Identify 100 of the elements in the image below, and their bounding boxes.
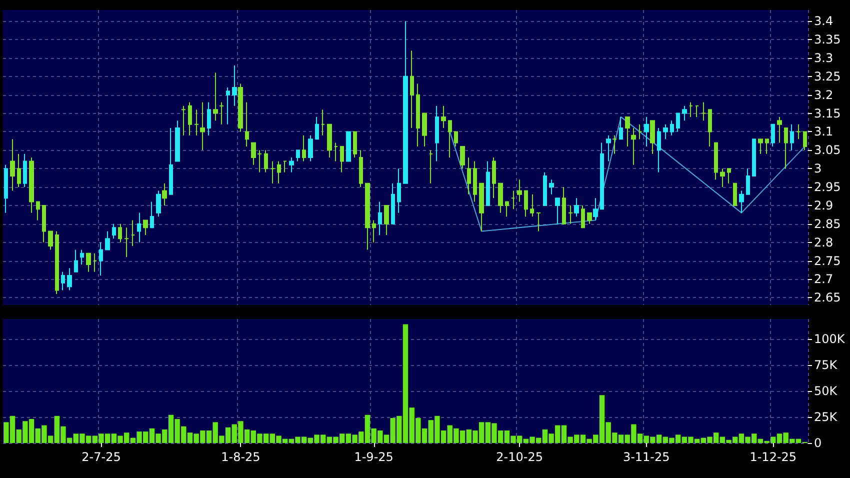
candlestick <box>473 160 477 202</box>
candlestick <box>105 230 110 250</box>
y-tick-label: 2.95 <box>814 180 841 194</box>
candlestick <box>631 128 636 166</box>
candlestick <box>441 105 446 128</box>
candlestick <box>17 153 21 188</box>
candlestick <box>169 128 173 195</box>
candlestick <box>397 168 401 214</box>
y-tick-label: 2.65 <box>814 290 841 305</box>
candlestick <box>777 116 782 144</box>
candlestick <box>93 252 97 272</box>
y-tick-label: 2.85 <box>814 216 841 231</box>
candlestick <box>555 198 560 224</box>
candlestick <box>410 50 414 128</box>
candlestick <box>118 223 122 243</box>
candlestick <box>194 109 199 136</box>
candlestick <box>517 179 522 202</box>
candlestick <box>505 201 509 217</box>
candlestick <box>378 201 382 236</box>
candlestick <box>283 160 287 173</box>
candlestick <box>695 105 699 118</box>
candlestick <box>200 102 205 151</box>
candlestick <box>289 157 294 173</box>
candlestick <box>486 160 490 206</box>
x-tick-label: 1-8-25 <box>221 450 260 464</box>
candlestick <box>315 116 319 140</box>
candlestick <box>36 201 40 221</box>
candlestick <box>784 128 788 170</box>
candlestick <box>391 182 395 224</box>
candlestick <box>803 131 807 151</box>
candlestick <box>321 109 325 136</box>
candlestick <box>650 120 655 154</box>
candlestick <box>213 72 218 122</box>
candlestick <box>308 134 313 162</box>
candlestick <box>137 212 141 243</box>
candlestick <box>238 83 243 132</box>
candlestick <box>365 182 370 250</box>
candlestick <box>727 168 731 184</box>
candlestick <box>162 182 167 206</box>
candlestick <box>435 105 439 162</box>
candlestick <box>574 198 579 217</box>
candlestick <box>207 102 211 136</box>
candlestick <box>587 212 592 224</box>
candlestick <box>232 64 237 106</box>
y-tick-label: 2.9 <box>814 198 834 212</box>
candlestick <box>619 116 623 140</box>
candlestick <box>758 138 763 154</box>
candlestick <box>739 190 744 214</box>
y-tick-label: 2.7 <box>814 272 834 286</box>
candlestick <box>467 157 471 195</box>
candlestick <box>720 168 725 188</box>
candlestick <box>340 146 344 173</box>
candlestick <box>10 138 15 192</box>
y-tick-label: 25K <box>814 410 838 424</box>
candlestick <box>600 142 604 210</box>
candlestick <box>175 120 180 162</box>
candlestick <box>80 249 84 265</box>
candlestick <box>429 150 433 184</box>
candlestick <box>581 204 585 228</box>
candlestick <box>790 124 794 151</box>
y-tick-label: 3.05 <box>814 143 841 158</box>
candlestick <box>181 105 186 136</box>
candlestick <box>29 157 34 214</box>
candlestick <box>416 83 420 147</box>
candlestick <box>644 116 649 147</box>
candlestick <box>353 131 357 158</box>
y-tick-label: 3 <box>814 162 822 176</box>
y-tick-label: 100K <box>814 332 846 346</box>
candlestick <box>42 204 46 243</box>
candlestick <box>593 198 598 221</box>
candlestick <box>150 201 154 228</box>
candlestick <box>701 102 706 122</box>
candlestick <box>670 120 674 136</box>
candlestick <box>112 223 116 240</box>
candlestick <box>448 120 452 158</box>
x-tick-label: 1-9-25 <box>354 450 394 464</box>
y-tick-label: 3.1 <box>814 124 834 139</box>
candlestick <box>219 102 224 125</box>
candlestick <box>543 172 547 206</box>
candlestick <box>86 252 91 272</box>
candlestick <box>733 182 737 206</box>
candlestick <box>23 153 27 188</box>
candlestick <box>131 220 135 246</box>
candlestick <box>372 220 376 243</box>
candlestick <box>270 160 275 184</box>
candlestick <box>55 230 59 294</box>
candlestick <box>530 194 534 217</box>
y-tick-label: 3.35 <box>814 32 841 46</box>
candlestick <box>264 150 268 173</box>
candlestick <box>403 20 408 184</box>
candlestick <box>99 242 103 276</box>
candlestick <box>74 249 78 272</box>
candlestick <box>334 142 338 162</box>
candlestick <box>771 124 775 147</box>
candlestick <box>124 227 129 258</box>
y-tick-label: 3.2 <box>814 88 834 102</box>
candlestick <box>536 212 541 232</box>
candlestick <box>689 102 693 118</box>
candlestick <box>796 124 801 140</box>
candlestick <box>327 124 332 158</box>
